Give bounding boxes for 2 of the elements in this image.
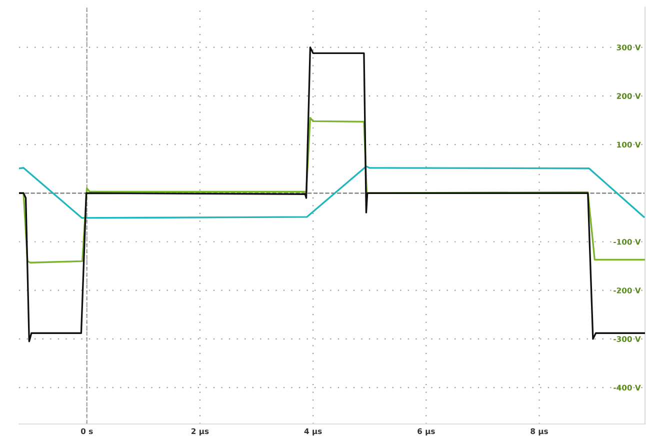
line-series xyxy=(19,46,645,342)
line-series xyxy=(19,166,645,219)
